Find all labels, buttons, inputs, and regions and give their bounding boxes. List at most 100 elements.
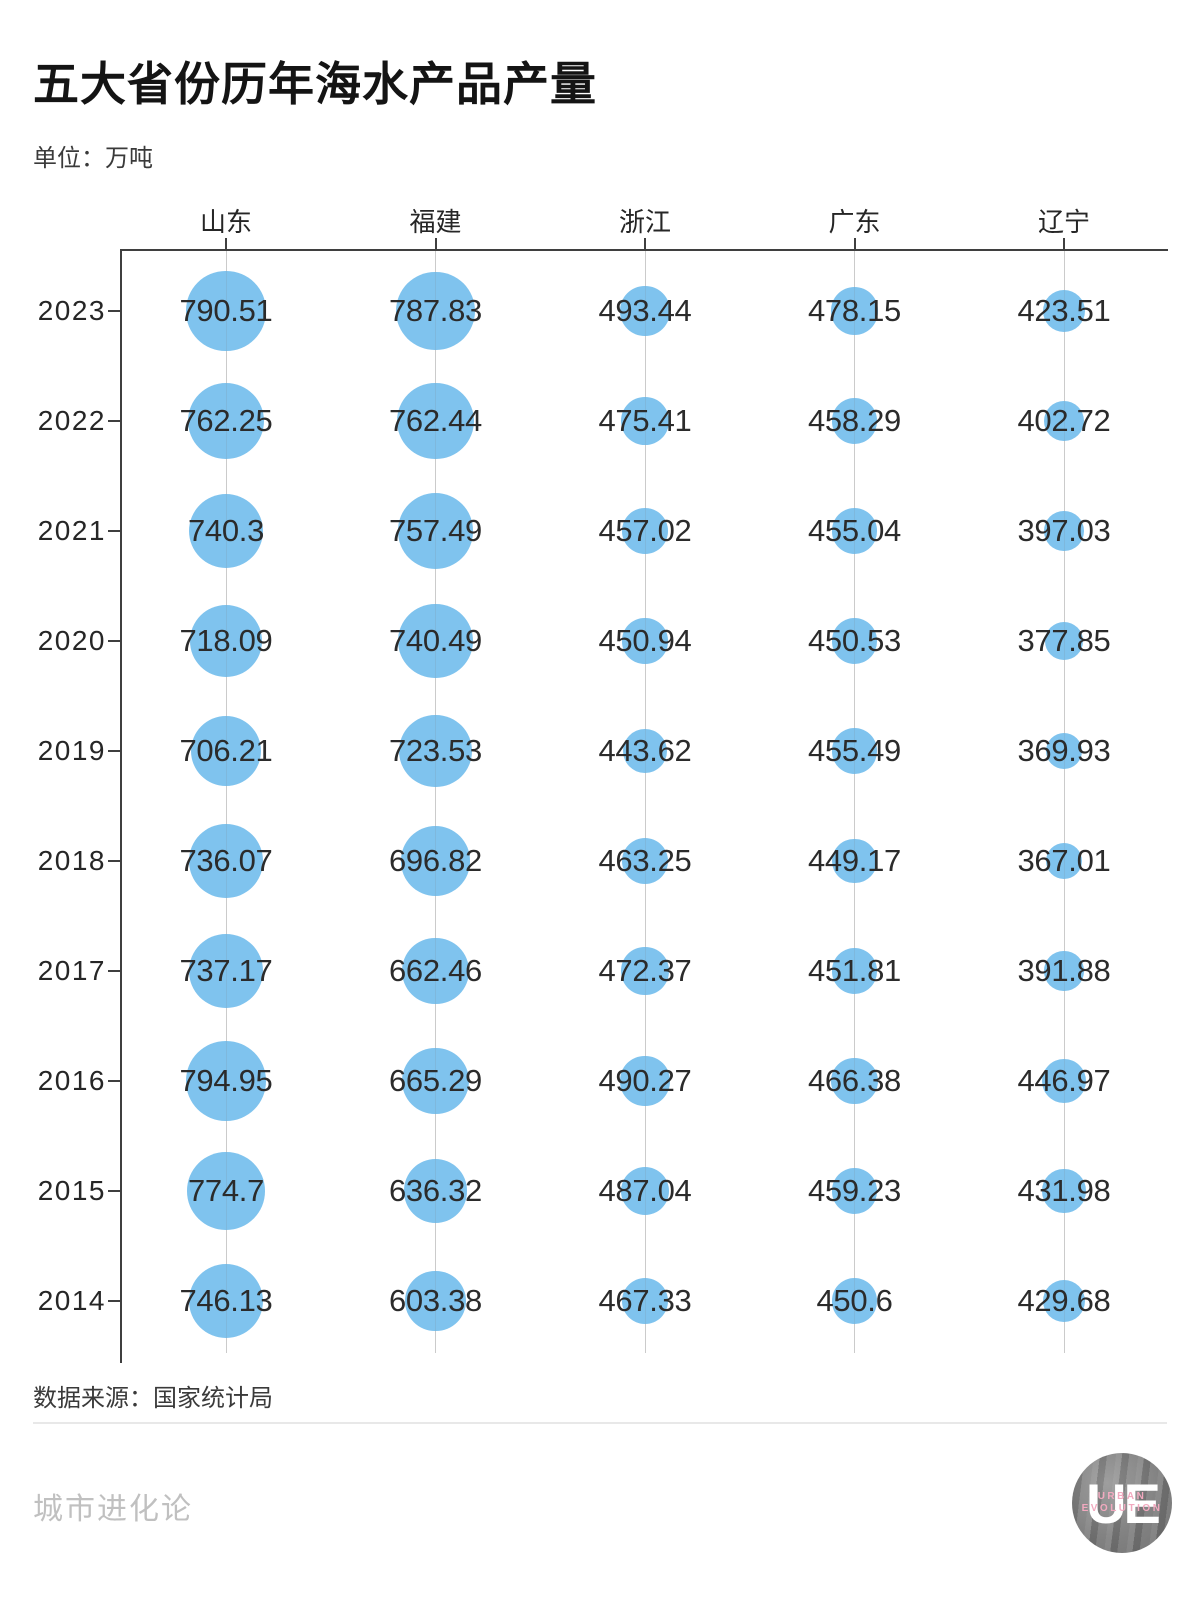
- year-label-2021: 2021: [37, 515, 106, 546]
- bubble-2015-广东: [831, 1168, 878, 1214]
- bubble-2022-广东: [831, 398, 878, 444]
- unit-label: 单位：万吨: [33, 145, 153, 172]
- bubble-2023-福建: [396, 271, 475, 351]
- bubble-2014-辽宁: [1042, 1279, 1086, 1323]
- bubble-2016-广东: [831, 1057, 878, 1105]
- column-header-广东: 广东: [828, 207, 881, 237]
- value-label: 446.97: [1017, 1063, 1111, 1098]
- value-label: 455.04: [807, 513, 902, 548]
- value-label: 490.27: [598, 1063, 692, 1098]
- year-label-2023: 2023: [37, 295, 106, 326]
- bubble-2019-辽宁: [1045, 732, 1083, 770]
- value-label: 706.21: [179, 733, 273, 768]
- value-label: 696.82: [388, 843, 483, 878]
- value-label: 466.38: [807, 1063, 902, 1098]
- year-label-2014: 2014: [37, 1285, 106, 1316]
- x-axis-tick: [853, 238, 856, 250]
- bubble-2020-辽宁: [1045, 622, 1083, 660]
- bubble-2018-浙江: [621, 837, 669, 885]
- value-label: 787.83: [388, 293, 483, 328]
- y-axis-tick: [108, 310, 120, 312]
- bubble-2019-广东: [831, 728, 878, 774]
- bubble-2021-辽宁: [1044, 511, 1084, 551]
- value-label: 762.44: [388, 403, 483, 438]
- bubble-2014-浙江: [621, 1277, 669, 1325]
- data-source-label: 数据来源：国家统计局: [33, 1385, 273, 1412]
- y-axis-tick: [108, 420, 120, 422]
- y-axis-tick: [108, 640, 120, 642]
- bubble-2020-福建: [398, 603, 473, 679]
- year-label-2015: 2015: [37, 1175, 106, 1206]
- year-label-2018: 2018: [37, 845, 106, 876]
- value-label: 450.94: [598, 623, 692, 658]
- x-axis-line: [120, 249, 1168, 251]
- bubble-2018-广东: [832, 838, 877, 884]
- column-gridline-overlay: [435, 251, 436, 1353]
- value-label: 459.23: [807, 1173, 902, 1208]
- bubble-2022-福建: [397, 382, 474, 460]
- bubble-2015-福建: [403, 1159, 468, 1223]
- bubble-2017-辽宁: [1044, 951, 1084, 991]
- y-axis-line: [120, 249, 122, 1363]
- value-label: 718.09: [179, 623, 273, 658]
- bubble-2021-浙江: [622, 508, 668, 554]
- column-gridline: [435, 251, 436, 1353]
- column-gridline: [854, 251, 855, 1353]
- bubble-2017-广东: [831, 948, 878, 994]
- value-label: 723.53: [388, 733, 483, 768]
- bubble-2015-浙江: [620, 1166, 670, 1216]
- value-label: 377.85: [1017, 623, 1111, 658]
- logo-word-evolution: EVOLUTION: [1081, 1503, 1163, 1514]
- bubble-2016-浙江: [620, 1056, 670, 1106]
- value-label: 402.72: [1017, 403, 1111, 438]
- value-label: 367.01: [1017, 843, 1111, 878]
- value-label: 450.53: [807, 623, 902, 658]
- y-axis-tick: [108, 1080, 120, 1082]
- x-axis-tick: [434, 238, 437, 250]
- bubble-2018-福建: [400, 826, 471, 896]
- bubble-2021-广东: [831, 508, 878, 554]
- y-axis-tick: [108, 1300, 120, 1302]
- bubble-2020-广东: [831, 618, 878, 664]
- page-title: 五大省份历年海水产品产量: [33, 58, 597, 110]
- year-label-2020: 2020: [37, 625, 106, 656]
- y-axis-tick: [108, 750, 120, 752]
- y-axis-tick: [108, 970, 120, 972]
- urban-evolution-logo: UE URBAN EVOLUTION: [1072, 1453, 1172, 1553]
- column-header-浙江: 浙江: [618, 207, 672, 237]
- bubble-2022-浙江: [621, 397, 669, 445]
- value-label: 455.49: [807, 733, 902, 768]
- value-label: 391.88: [1017, 953, 1111, 988]
- value-label: 450.6: [816, 1283, 893, 1318]
- column-gridline-overlay: [854, 251, 855, 1353]
- y-axis-tick: [108, 860, 120, 862]
- value-label: 397.03: [1017, 513, 1111, 548]
- x-axis-tick: [225, 238, 227, 250]
- bubble-2017-山东: [189, 934, 263, 1008]
- bubble-2020-浙江: [622, 618, 668, 664]
- column-gridline-overlay: [225, 251, 227, 1353]
- column-gridline-overlay: [644, 251, 646, 1353]
- bubble-2022-山东: [187, 382, 265, 460]
- value-label: 423.51: [1017, 293, 1111, 328]
- value-label: 762.25: [179, 403, 273, 438]
- value-label: 443.62: [598, 733, 692, 768]
- value-label: 740.49: [388, 623, 483, 658]
- value-label: 746.13: [179, 1283, 273, 1318]
- year-label-2019: 2019: [37, 735, 106, 766]
- value-label: 467.33: [598, 1283, 692, 1318]
- column-header-山东: 山东: [199, 207, 253, 237]
- value-label: 737.17: [179, 953, 273, 988]
- y-axis-tick: [108, 530, 120, 532]
- brand-name: 城市进化论: [33, 1493, 193, 1526]
- value-label: 463.25: [598, 843, 692, 878]
- value-label: 458.29: [807, 403, 902, 438]
- value-label: 493.44: [598, 293, 692, 328]
- bubble-2019-山东: [190, 715, 262, 787]
- column-header-福建: 福建: [409, 207, 462, 237]
- value-label: 774.7: [187, 1173, 265, 1208]
- column-gridline: [225, 251, 227, 1353]
- value-label: 451.81: [807, 953, 902, 988]
- bubble-2015-山东: [187, 1152, 265, 1230]
